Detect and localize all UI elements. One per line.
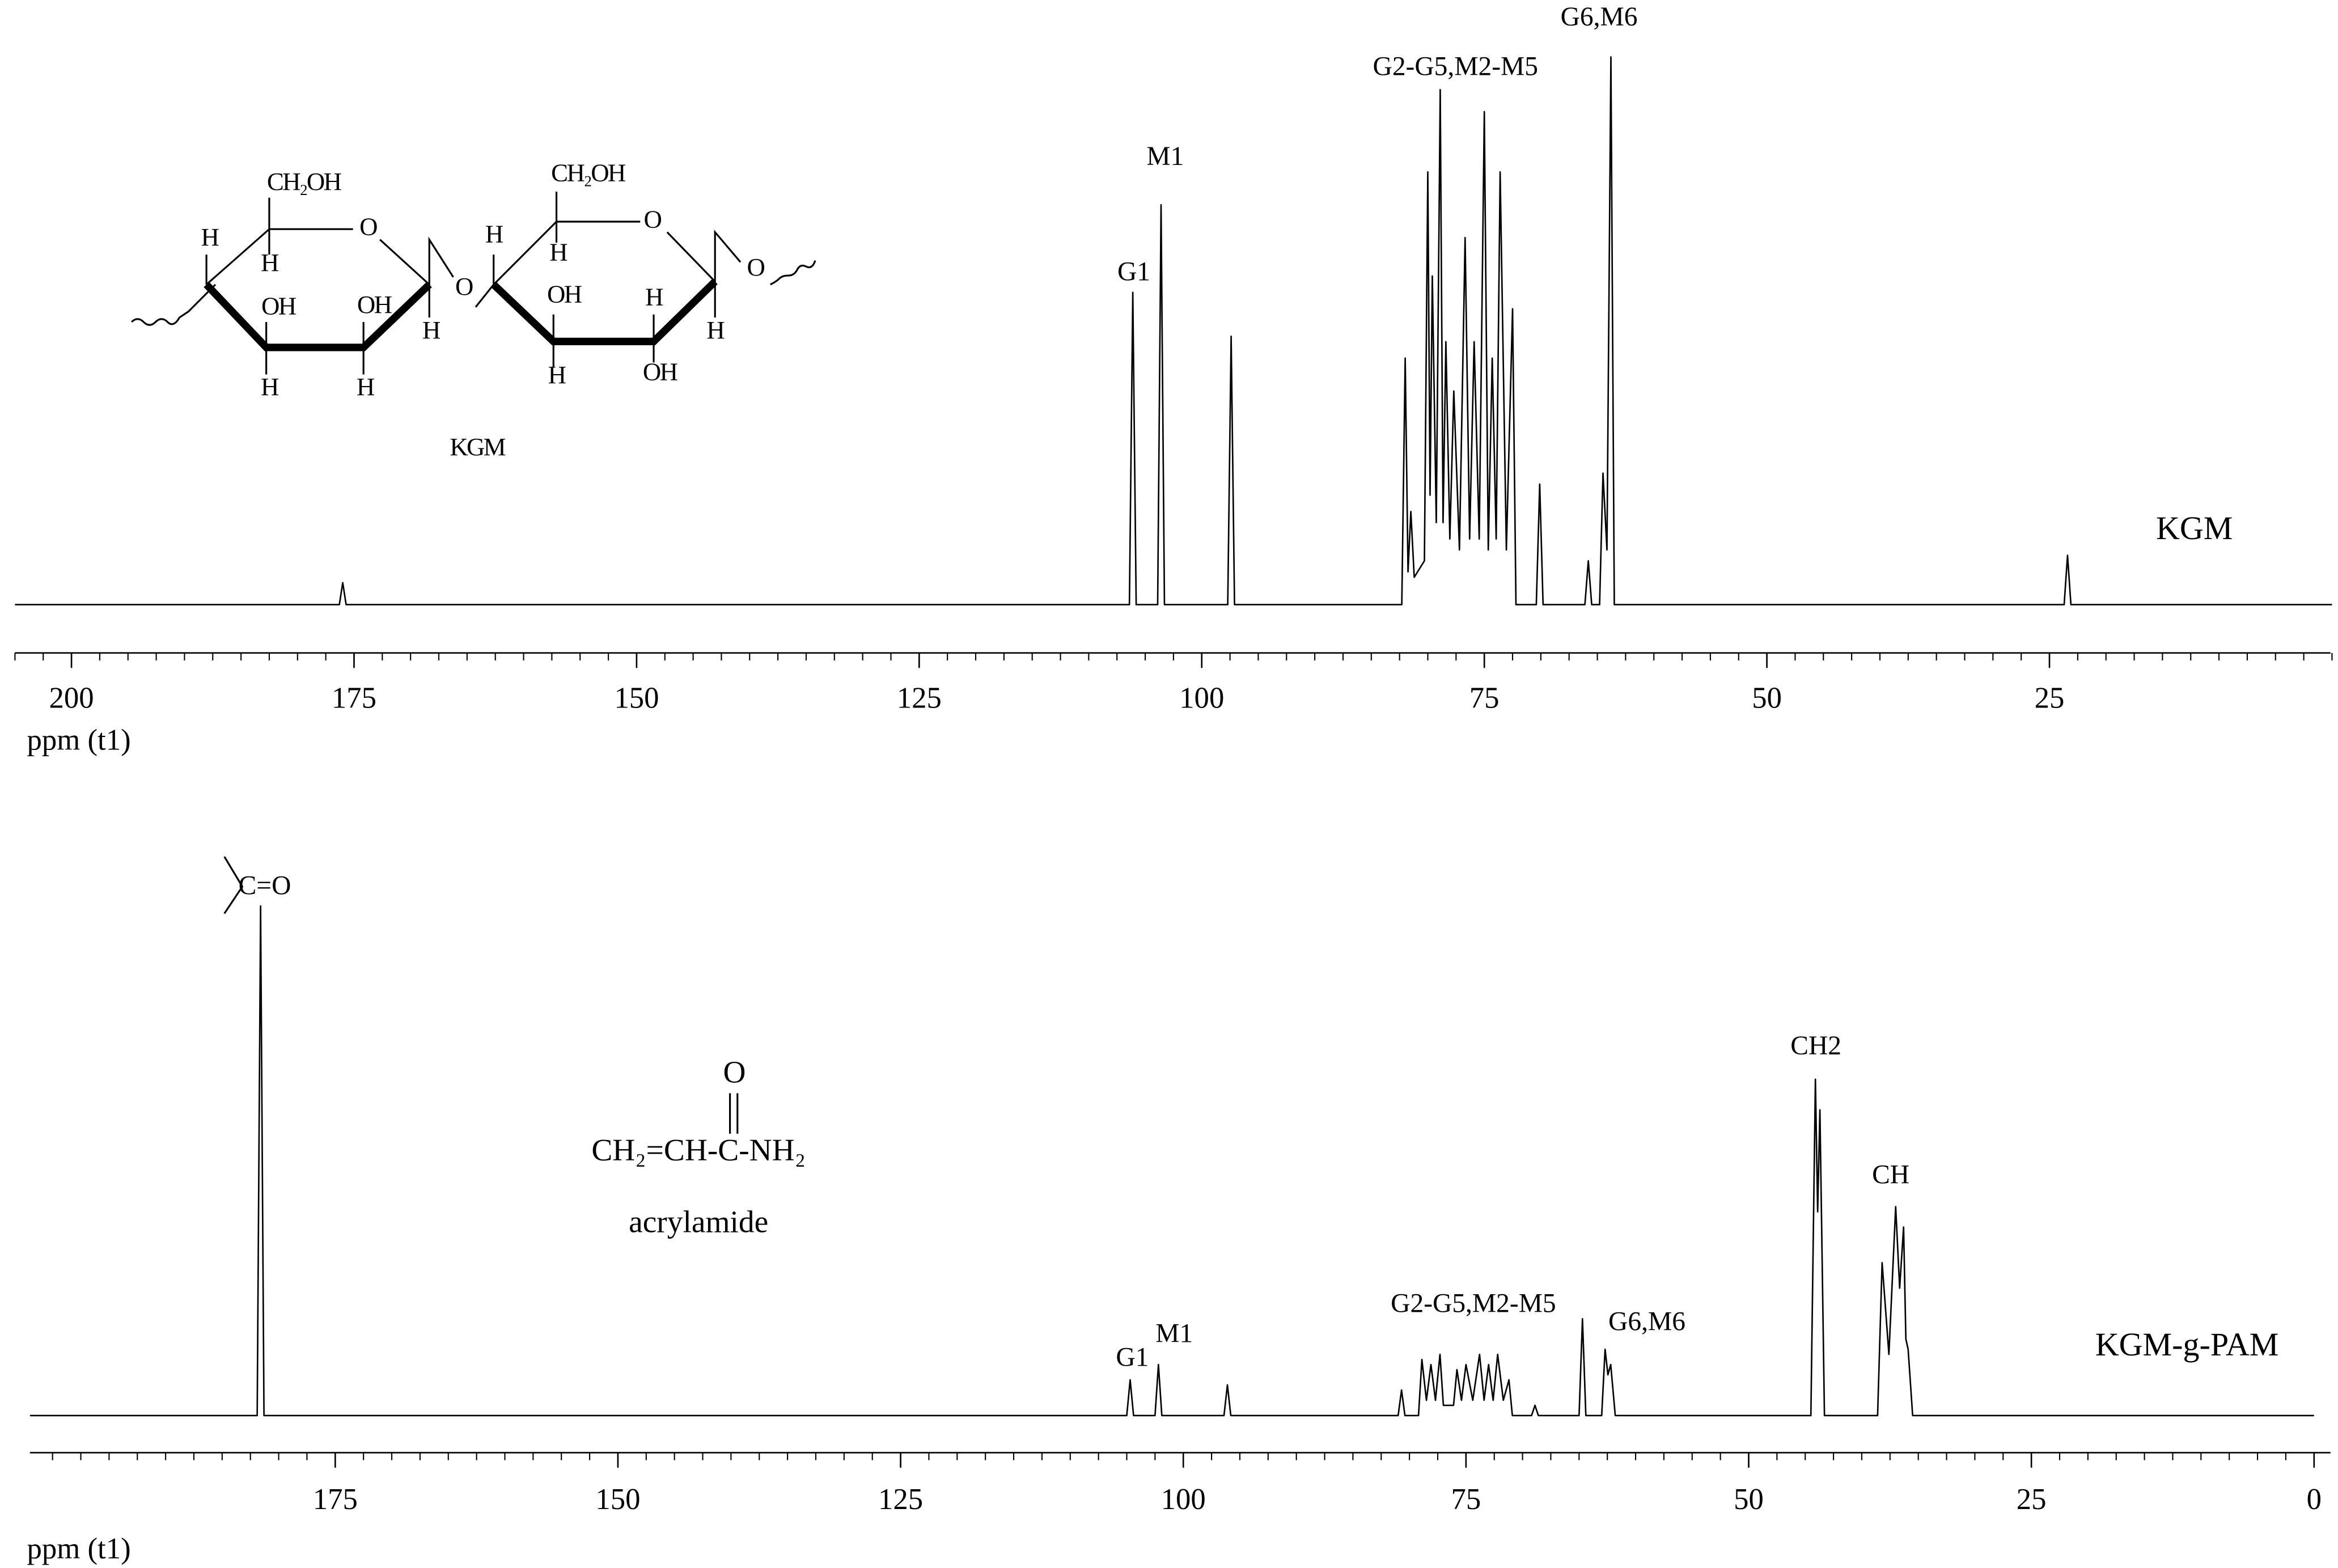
double-bond — [729, 1093, 739, 1134]
atom-label: H — [549, 238, 567, 266]
acrylamide-structure — [729, 1093, 739, 1134]
atom-label: H — [422, 316, 441, 344]
x-tick-label: 200 — [49, 681, 94, 714]
acrylamide-formula: CH₂=CH-C-NH₂ — [591, 1133, 806, 1167]
bond — [205, 197, 495, 375]
atom-label: O — [455, 272, 473, 300]
peak-label: M1 — [1146, 142, 1184, 171]
x-tick-label: 75 — [1451, 1483, 1481, 1516]
peak-label: G2-G5,M2-M5 — [1373, 52, 1539, 81]
atom-label: O — [644, 205, 662, 233]
x-tick-label: 25 — [2035, 681, 2065, 714]
acrylamide-oxygen: O — [723, 1055, 746, 1090]
atom-label: OH — [547, 279, 582, 308]
atom-label: H — [357, 372, 375, 401]
x-tick-label: 150 — [595, 1483, 640, 1516]
peak-label: G1 — [1117, 257, 1150, 286]
acrylamide-name: acrylamide — [629, 1205, 768, 1239]
series-label: KGM-g-PAM — [2095, 1326, 2279, 1363]
atom-label: O — [747, 253, 765, 281]
peak-label: G1 — [1116, 1343, 1149, 1372]
x-tick-label: 100 — [1161, 1483, 1206, 1516]
structure-name: KGM — [450, 433, 505, 461]
atom-label: H — [645, 283, 663, 311]
spectrum-line — [29, 905, 2314, 1417]
atom-label: CH₂OH — [551, 158, 626, 187]
atom-label: H — [706, 316, 725, 344]
x-tick-label: 100 — [1179, 681, 1224, 714]
x-tick-label: 150 — [614, 681, 659, 714]
atom-label: H — [261, 372, 279, 401]
peak-label: G2-G5,M2-M5 — [1391, 1289, 1556, 1319]
wavy-bond — [131, 283, 217, 326]
x-tick-label: 125 — [878, 1483, 923, 1516]
x-tick-label: 75 — [1469, 681, 1500, 714]
ring-bold-bond — [491, 278, 718, 345]
atom-label: OH — [643, 358, 678, 386]
peak-label: CH — [1872, 1160, 1909, 1189]
x-axis-label: ppm (t1) — [27, 723, 130, 756]
x-tick-label: 50 — [1734, 1483, 1764, 1516]
x-axis-label: ppm (t1) — [27, 1532, 130, 1565]
x-tick-label: 125 — [897, 681, 942, 714]
peak-label: M1 — [1155, 1319, 1193, 1348]
x-tick-label: 175 — [332, 681, 376, 714]
bond — [223, 856, 244, 914]
ring-bold-bond — [204, 282, 432, 351]
x-tick-label: 25 — [2017, 1483, 2047, 1516]
atom-label: H — [548, 361, 566, 389]
peak-label: CH2 — [1790, 1031, 1841, 1061]
kgm-structure — [131, 192, 816, 375]
bond — [552, 192, 816, 367]
peak-label: G6,M6 — [1561, 2, 1638, 32]
carbonyl-label: C=O — [239, 871, 291, 900]
x-tick-label: 0 — [2307, 1483, 2322, 1516]
x-tick-label: 175 — [313, 1483, 358, 1516]
atom-label: H — [485, 220, 503, 248]
ring-bond — [493, 221, 716, 286]
atom-label: CH₂OH — [267, 167, 342, 196]
atom-label: OH — [261, 291, 297, 320]
atom-label: H — [261, 248, 279, 277]
atom-label: H — [201, 223, 219, 251]
carbonyl-structure — [223, 856, 244, 914]
atom-label: O — [359, 212, 377, 240]
series-label: KGM — [2156, 510, 2233, 546]
atom-label: OH — [357, 290, 392, 319]
spectrum-line — [15, 56, 2332, 605]
ring-bond — [206, 228, 430, 286]
peak-label: G6,M6 — [1608, 1307, 1685, 1336]
x-tick-label: 50 — [1752, 681, 1782, 714]
